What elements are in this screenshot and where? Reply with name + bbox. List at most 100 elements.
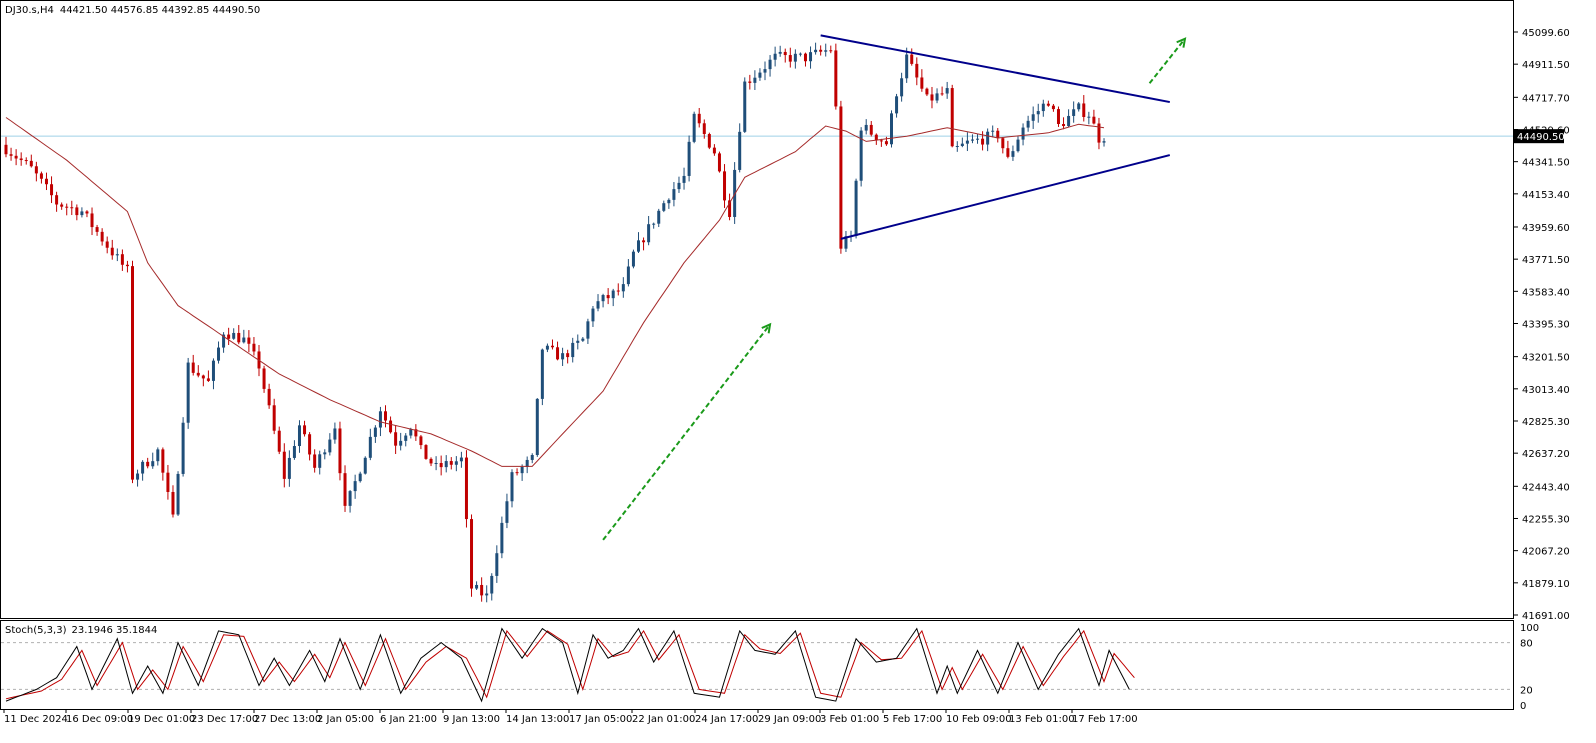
candle	[672, 189, 676, 200]
candle	[232, 332, 236, 339]
candle	[470, 519, 474, 589]
candle	[515, 472, 519, 474]
candle	[297, 425, 301, 447]
candle	[9, 154, 13, 156]
candle	[156, 449, 160, 462]
candle	[1041, 103, 1045, 112]
candle	[798, 53, 802, 55]
candle	[262, 368, 266, 389]
candle	[545, 345, 549, 350]
candle	[100, 231, 104, 242]
candle	[869, 124, 873, 135]
y-tick-label: 42255.30	[1522, 514, 1570, 525]
candle	[707, 134, 711, 148]
candle	[854, 180, 858, 236]
stoch-axis-label: 80	[1520, 639, 1533, 650]
x-tick-label: 6 Jan 21:00	[380, 714, 437, 725]
candle	[890, 113, 893, 145]
candle	[196, 372, 200, 376]
candle	[141, 461, 145, 474]
y-tick-label: 43959.60	[1522, 223, 1570, 234]
candle	[485, 593, 489, 596]
candle	[120, 254, 124, 265]
candle	[960, 143, 964, 146]
candle	[242, 337, 246, 343]
candle	[950, 88, 954, 147]
candles-group	[4, 42, 1106, 603]
candle	[738, 131, 742, 170]
candle	[171, 491, 175, 515]
stochastic-group: 100 80 20 0	[1, 623, 1539, 712]
candle	[1051, 105, 1055, 110]
y-tick-label: 44153.40	[1522, 190, 1570, 201]
candle	[282, 451, 286, 479]
candle	[1097, 123, 1101, 143]
candle	[723, 171, 727, 201]
stoch-values: 23.1946 35.1844	[71, 625, 157, 636]
candle	[389, 420, 393, 433]
candle	[368, 436, 372, 458]
candle	[778, 51, 782, 54]
candle	[642, 240, 646, 243]
candle	[1006, 148, 1010, 157]
trendlines-group[interactable]	[820, 34, 1171, 240]
candle	[874, 134, 878, 141]
arrows-group[interactable]	[602, 37, 1187, 541]
candle	[793, 53, 797, 62]
candle	[1001, 138, 1005, 149]
candle	[267, 388, 271, 406]
candle	[581, 338, 585, 341]
y-tick-label: 45099.60	[1522, 28, 1570, 39]
candle	[550, 345, 554, 348]
candle	[844, 236, 848, 249]
candle	[976, 138, 980, 140]
candle	[323, 452, 327, 455]
candle	[1072, 109, 1076, 116]
stoch-label: Stoch(5,3,3)	[5, 625, 67, 636]
candle	[424, 445, 428, 459]
candle	[621, 284, 625, 292]
candle	[378, 411, 382, 428]
candle	[591, 308, 595, 322]
symbol-title: DJ30.s,H4	[5, 5, 54, 16]
x-tick-label: 27 Dec 13:00	[254, 714, 321, 725]
candle	[884, 141, 888, 145]
candle	[505, 501, 509, 523]
candle	[90, 213, 94, 228]
x-tick-label: 14 Jan 13:00	[506, 714, 569, 725]
candle	[353, 481, 357, 492]
last-price-badge	[1514, 129, 1564, 144]
candle	[677, 182, 681, 190]
candle	[834, 50, 838, 107]
candle	[475, 584, 479, 589]
x-tick-label: 11 Dec 2024	[4, 714, 68, 725]
arrow-shaft	[1148, 38, 1186, 84]
x-tick-label: 23 Dec 17:00	[191, 714, 258, 725]
main-chart-frame	[0, 0, 1514, 619]
candle	[743, 81, 747, 132]
candle	[80, 211, 84, 216]
candle	[652, 223, 656, 225]
candle	[55, 195, 59, 205]
y-tick-label: 42825.30	[1522, 417, 1570, 428]
candle	[1067, 115, 1071, 127]
y-tick-label: 43583.40	[1522, 287, 1570, 298]
stoch-main-line	[5, 627, 1130, 703]
arrow-head	[1176, 37, 1187, 48]
candle	[900, 78, 904, 97]
candle	[338, 428, 342, 474]
candle	[566, 353, 570, 358]
candle	[206, 378, 210, 381]
candle	[29, 160, 33, 167]
candle	[981, 138, 985, 145]
candle	[490, 575, 494, 594]
candle	[910, 54, 914, 64]
x-tick-label: 3 Feb 01:00	[820, 714, 879, 725]
stoch-axis-label: 100	[1520, 623, 1539, 634]
candle	[986, 131, 990, 145]
candle	[702, 123, 706, 135]
candle	[895, 96, 899, 114]
candle	[728, 200, 732, 217]
candle	[459, 457, 463, 462]
